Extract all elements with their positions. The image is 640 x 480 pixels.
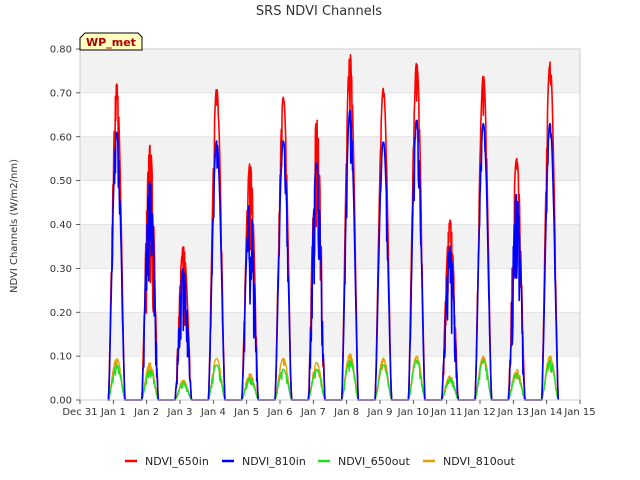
tick-labels: 0.00 0.10 0.20 0.30 0.40 0.50 0.60 0.70 0.80 Dec … [50,45,596,419]
y-tick-label: 0.60 [50,132,72,143]
legend: NDVI_650in NDVI_810in NDVI_650out NDVI_810o… [125,455,515,468]
legend-label: NDVI_810in [242,455,306,468]
x-tick-label: Dec 31 [62,407,97,418]
y-tick-label: 0.70 [50,88,72,99]
x-tick-label: Jan 9 [367,407,393,418]
chart-title: SRS NDVI Channels [256,4,382,19]
y-tick-label: 0.10 [50,352,72,363]
x-tick-label: Jan 5 [233,407,259,418]
y-tick-label: 0.30 [50,264,72,275]
legend-label: NDVI_650in [145,455,209,468]
annotation-text: WP_met [86,36,136,49]
x-tick-label: Jan 10 [397,407,429,418]
x-tick-label: Jan 1 [100,407,126,418]
plot-band [80,136,580,181]
y-tick-label: 0.20 [50,308,72,319]
x-tick-label: Jan 15 [563,407,595,418]
y-tick-label: 0.80 [50,45,72,56]
y-tick-label: 0.00 [50,396,72,407]
legend-label: NDVI_810out [443,455,515,468]
plot-band [80,224,580,269]
x-tick-label: Jan 12 [463,407,495,418]
x-tick-label: Jan 8 [333,407,359,418]
plot-band [80,312,580,357]
y-tick-label: 0.50 [50,176,72,187]
x-tick-label: Jan 7 [300,407,326,418]
x-tick-label: Jan 2 [133,407,159,418]
y-tick-label: 0.40 [50,220,72,231]
annotation-box: WP_met [79,32,143,51]
x-tick-label: Jan 14 [530,407,562,418]
legend-label: NDVI_650out [338,455,410,468]
x-tick-label: Jan 13 [497,407,529,418]
y-axis-label: NDVI Channels (W/m2/nm) [9,159,20,293]
x-tick-label: Jan 4 [200,407,226,418]
plot-band [80,49,580,93]
x-tick-label: Jan 6 [267,407,293,418]
x-tick-label: Jan 11 [430,407,462,418]
x-tick-label: Jan 3 [167,407,193,418]
